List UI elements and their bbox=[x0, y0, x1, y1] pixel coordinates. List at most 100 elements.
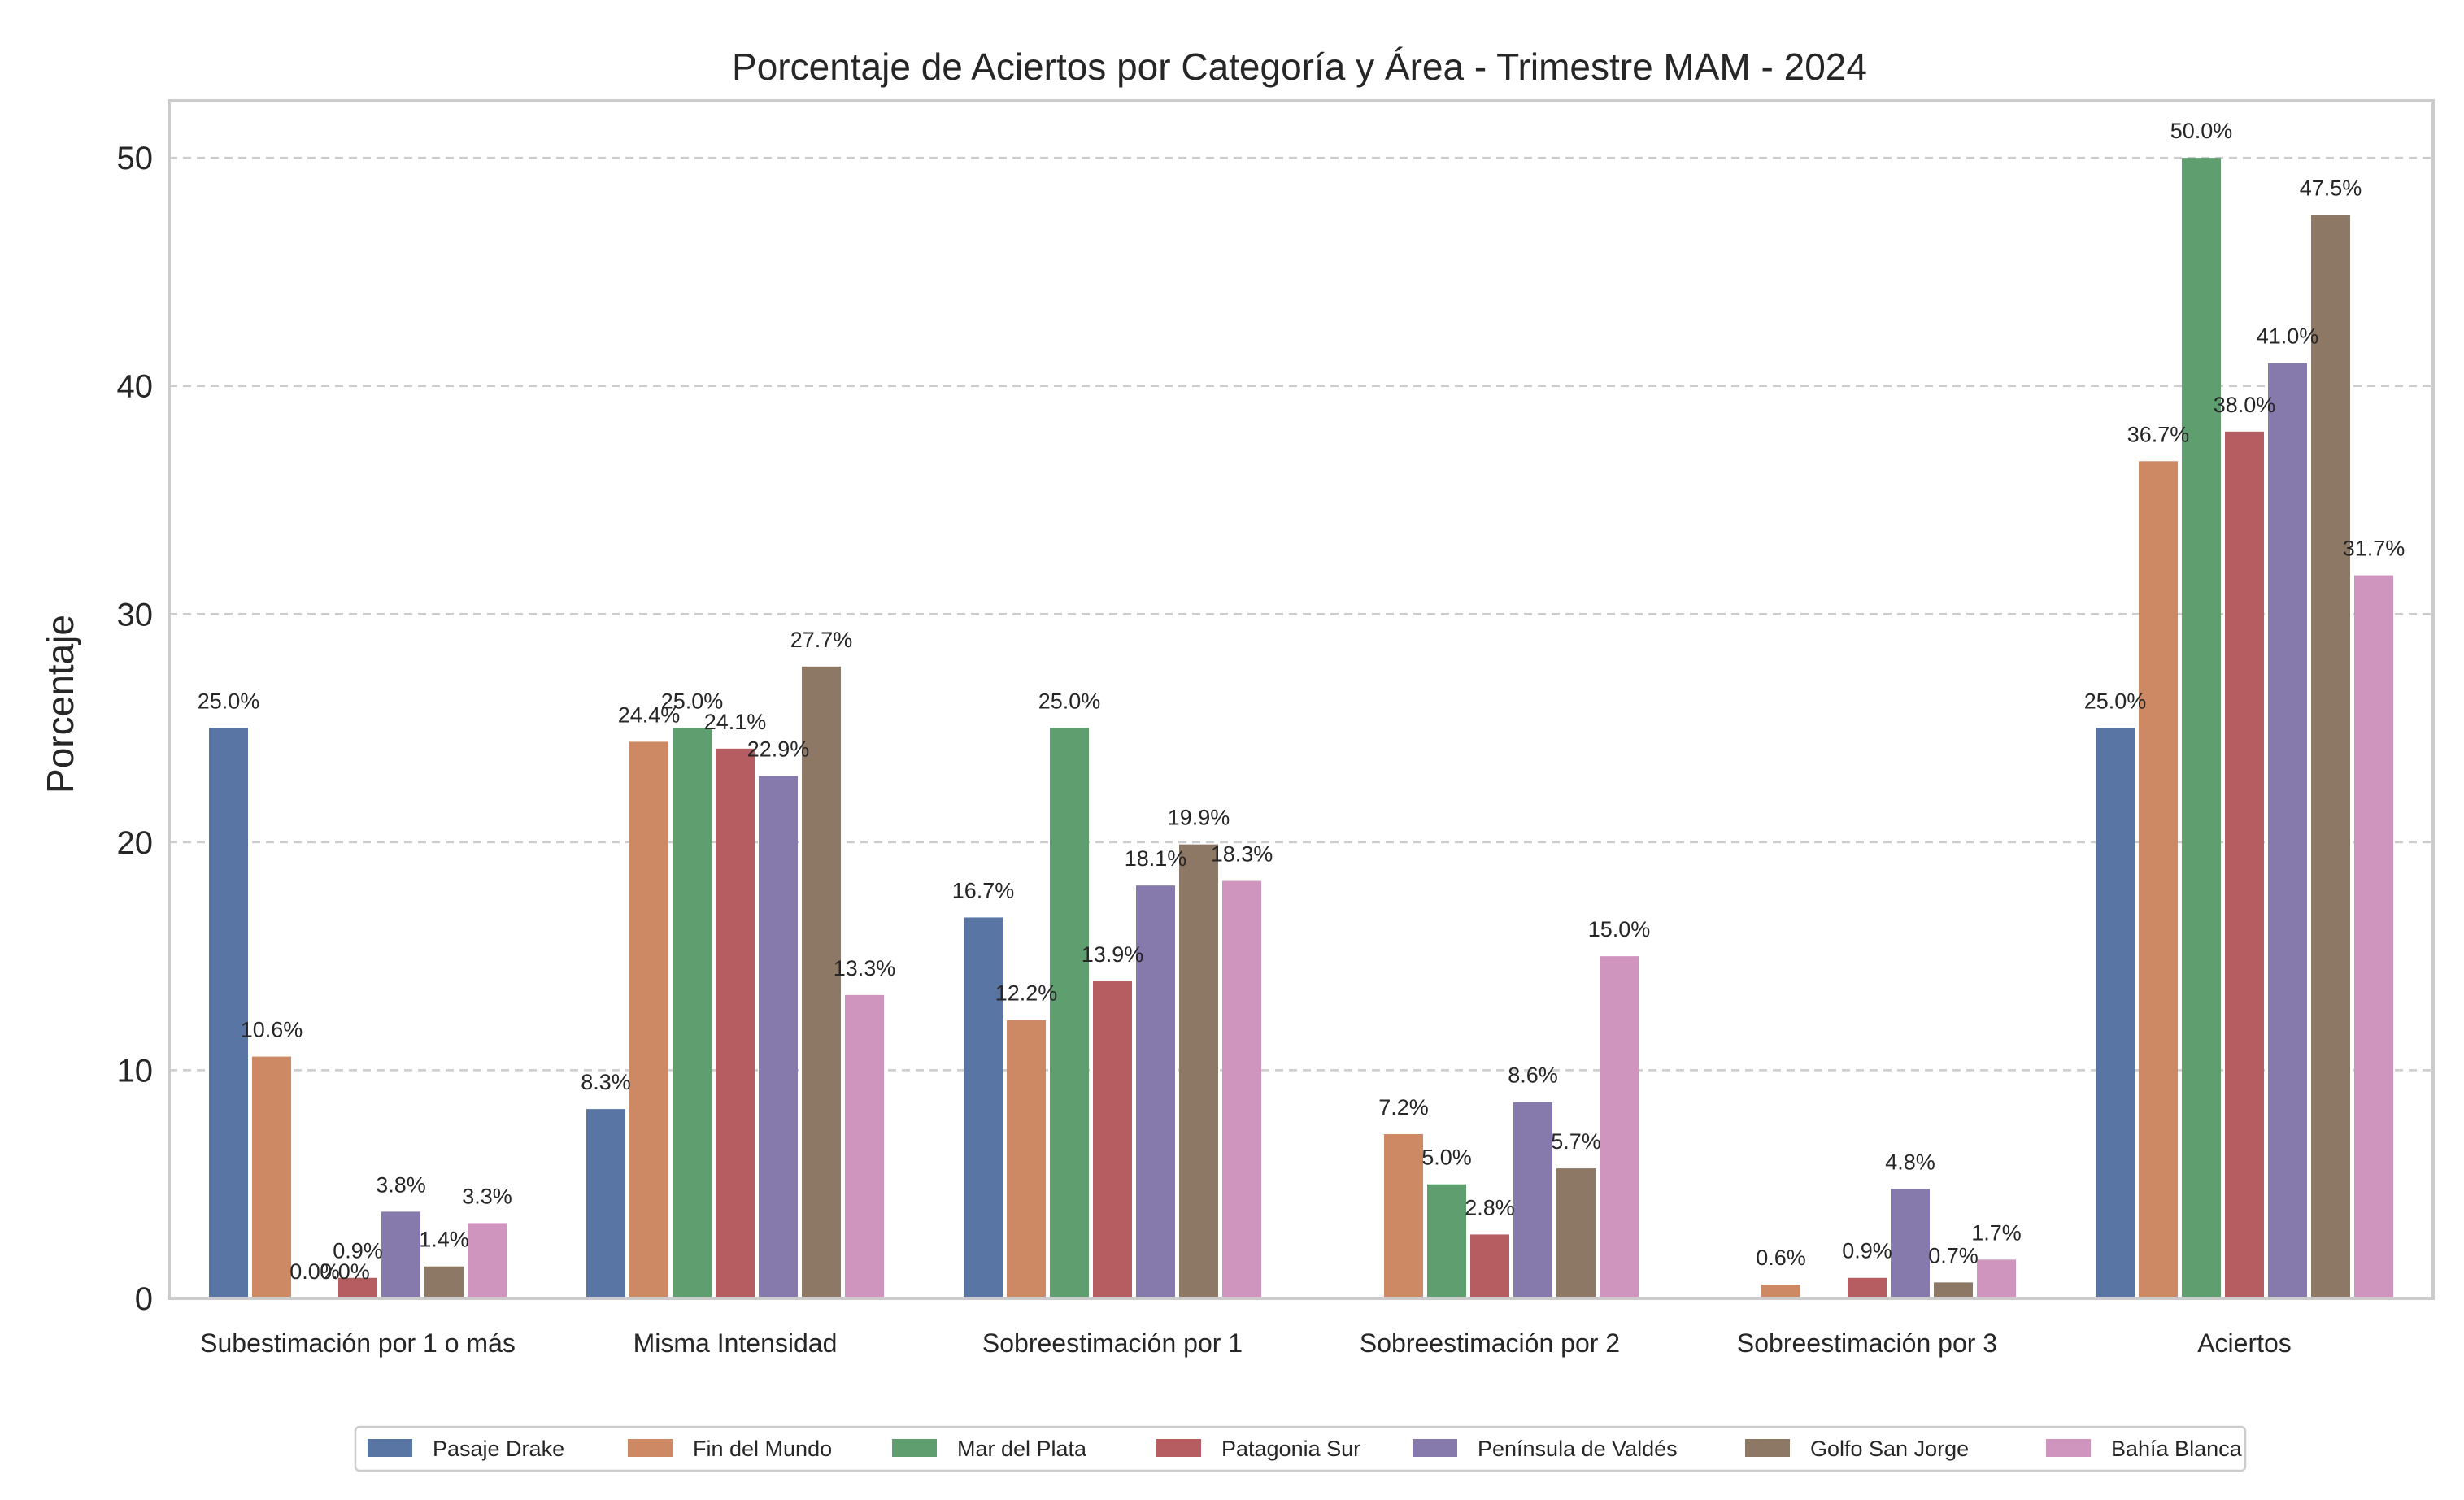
bar bbox=[381, 1211, 420, 1298]
data-label: 0.0% bbox=[320, 1259, 370, 1284]
bar bbox=[468, 1223, 507, 1298]
data-label: 7.2% bbox=[1378, 1095, 1429, 1120]
data-label: 13.9% bbox=[1082, 942, 1144, 967]
legend-swatch bbox=[628, 1439, 673, 1457]
data-label: 22.9% bbox=[747, 737, 810, 761]
data-label: 0.9% bbox=[333, 1239, 383, 1263]
data-label: 16.7% bbox=[952, 878, 1015, 902]
bar bbox=[1848, 1277, 1887, 1298]
bar bbox=[1384, 1133, 1423, 1298]
x-tick-label: Misma Intensidad bbox=[633, 1328, 838, 1358]
data-label: 0.6% bbox=[1756, 1246, 1806, 1270]
data-label: 25.0% bbox=[1038, 689, 1101, 714]
data-label: 8.3% bbox=[581, 1070, 631, 1094]
bar bbox=[1427, 1184, 1466, 1298]
data-label: 25.0% bbox=[2084, 689, 2147, 714]
data-label: 13.3% bbox=[834, 956, 896, 980]
y-tick-label: 20 bbox=[117, 825, 154, 861]
x-tick-label: Sobreestimación por 2 bbox=[1360, 1328, 1620, 1358]
bar bbox=[586, 1109, 625, 1298]
y-tick-label: 40 bbox=[117, 369, 154, 405]
data-label: 25.0% bbox=[661, 689, 724, 714]
legend-swatch bbox=[892, 1439, 937, 1457]
data-label: 1.4% bbox=[419, 1228, 469, 1252]
legend-entry: Península de Valdés bbox=[1478, 1437, 1678, 1461]
bar bbox=[424, 1266, 464, 1298]
data-label: 36.7% bbox=[2127, 422, 2190, 446]
data-label: 0.9% bbox=[1842, 1239, 1892, 1263]
legend-entry: Bahía Blanca bbox=[2111, 1437, 2243, 1461]
data-label: 31.7% bbox=[2343, 537, 2405, 561]
bar bbox=[1050, 728, 1089, 1298]
bar bbox=[2225, 431, 2264, 1298]
data-label: 15.0% bbox=[1588, 917, 1651, 941]
bar bbox=[1470, 1234, 1509, 1298]
legend-swatch bbox=[368, 1439, 412, 1457]
legend: Pasaje Drake Fin del Mundo Mar del Plata Pa… bbox=[354, 1425, 2247, 1472]
bar bbox=[1600, 956, 1639, 1298]
data-label: 10.6% bbox=[241, 1018, 303, 1042]
data-label: 2.8% bbox=[1465, 1195, 1515, 1220]
data-label: 24.4% bbox=[618, 702, 681, 727]
data-label: 8.6% bbox=[1508, 1063, 1558, 1088]
data-label: 25.0% bbox=[198, 689, 260, 714]
y-tick-label: 30 bbox=[117, 597, 154, 633]
bar bbox=[716, 748, 755, 1298]
bar bbox=[1179, 844, 1218, 1298]
bar bbox=[2096, 728, 2135, 1298]
bar bbox=[2268, 363, 2307, 1299]
bar bbox=[1934, 1282, 1973, 1298]
x-tick-label: Sobreestimación por 1 bbox=[982, 1328, 1243, 1358]
legend-swatch bbox=[2046, 1439, 2091, 1457]
y-axis-ticks: 0 10 20 30 40 50 bbox=[117, 141, 154, 1317]
data-label: 19.9% bbox=[1168, 806, 1230, 830]
bar bbox=[1136, 885, 1175, 1298]
bar bbox=[802, 666, 841, 1298]
legend-swatch bbox=[1413, 1439, 1457, 1457]
bar bbox=[2139, 461, 2178, 1298]
data-label: 41.0% bbox=[2257, 324, 2319, 349]
bar bbox=[2354, 575, 2393, 1298]
bar bbox=[1222, 880, 1261, 1298]
legend-entry: Pasaje Drake bbox=[433, 1437, 564, 1461]
y-tick-label: 10 bbox=[117, 1053, 154, 1089]
x-tick-label: Subestimación por 1 o más bbox=[200, 1328, 516, 1358]
legend-entry: Mar del Plata bbox=[957, 1437, 1087, 1461]
data-label: 5.0% bbox=[1421, 1146, 1472, 1170]
legend-entry: Fin del Mundo bbox=[693, 1437, 832, 1461]
data-label: 27.7% bbox=[790, 628, 853, 652]
data-label: 24.1% bbox=[704, 710, 767, 734]
data-label: 38.0% bbox=[2214, 393, 2276, 417]
bar bbox=[964, 917, 1003, 1298]
y-tick-label: 0 bbox=[135, 1281, 153, 1317]
bar bbox=[252, 1056, 291, 1298]
bar bbox=[759, 776, 798, 1298]
legend-frame bbox=[354, 1425, 2247, 1472]
bar bbox=[1556, 1168, 1596, 1298]
bar bbox=[1513, 1102, 1552, 1298]
data-label: 47.5% bbox=[2300, 176, 2362, 200]
bar bbox=[1761, 1285, 1800, 1298]
bar bbox=[209, 728, 248, 1298]
legend-swatch bbox=[1156, 1439, 1201, 1457]
grid-lines bbox=[169, 156, 2433, 1072]
data-labels-group: 25.0%10.6%0.0%0.9%3.8%1.4%3.3%8.3%24.4%2… bbox=[198, 119, 2405, 1284]
bar bbox=[673, 728, 712, 1298]
bar bbox=[2311, 215, 2350, 1299]
data-label: 18.3% bbox=[1211, 842, 1273, 867]
plot-frame bbox=[168, 99, 2435, 1300]
data-label: 12.2% bbox=[995, 981, 1058, 1006]
bar bbox=[629, 741, 668, 1298]
data-label: 0.0% bbox=[289, 1259, 340, 1284]
data-label: 3.3% bbox=[462, 1184, 512, 1208]
bar bbox=[2182, 158, 2221, 1299]
bar bbox=[845, 994, 884, 1298]
data-label: 3.8% bbox=[376, 1172, 426, 1197]
legend-entry: Golfo San Jorge bbox=[1810, 1437, 1969, 1461]
data-label: 5.7% bbox=[1551, 1129, 1601, 1154]
x-tick-label: Aciertos bbox=[2197, 1328, 2292, 1358]
legend-swatch bbox=[1745, 1439, 1790, 1457]
data-label: 50.0% bbox=[2170, 119, 2233, 143]
data-label: 4.8% bbox=[1885, 1150, 1935, 1174]
